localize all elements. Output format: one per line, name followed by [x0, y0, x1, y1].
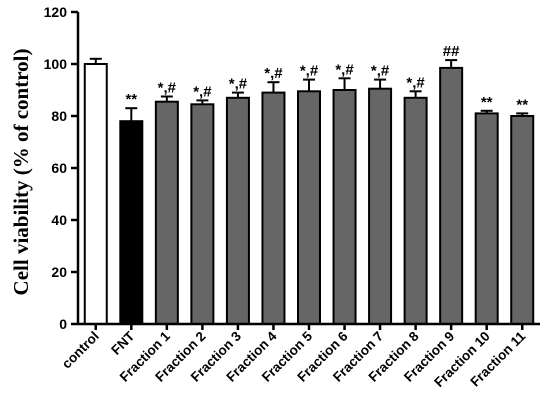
x-tick-label: FNT [108, 328, 138, 358]
y-tick-label: 60 [51, 160, 67, 176]
y-tick-label: 20 [51, 264, 67, 280]
bar [439, 66, 464, 326]
significance-label: *,# [300, 63, 319, 80]
y-tick-label: 40 [51, 212, 67, 228]
bar [261, 91, 286, 325]
y-axis: 0 20 40 60 80 100 120 [44, 4, 80, 332]
bar [83, 63, 108, 325]
significance-label: *,# [371, 63, 390, 80]
y-tick-label: 120 [44, 4, 68, 20]
bar [190, 103, 215, 325]
y-tick-label: 100 [44, 56, 68, 72]
bar [119, 120, 144, 325]
bar [225, 96, 250, 325]
y-axis-title: Cell viability (% of control) [9, 49, 33, 296]
bar [332, 89, 357, 325]
significance-label: *,# [158, 80, 177, 97]
bar [510, 115, 535, 325]
significance-label: ** [516, 96, 528, 113]
bar [297, 90, 321, 325]
bar [368, 87, 393, 325]
x-tick-label: control [59, 329, 102, 372]
significance-label: *,# [335, 61, 354, 78]
significance-label: ## [443, 43, 460, 60]
bar [403, 96, 428, 325]
significance-label: ** [125, 91, 137, 108]
significance-label: *,# [406, 74, 425, 91]
bars: ** *,# *,# *,# *,# *,# *,# *,# *,# ## ** ** [83, 43, 535, 326]
y-tick-label: 80 [51, 108, 67, 124]
significance-label: *,# [193, 83, 212, 100]
bar [154, 100, 179, 325]
significance-label: ** [481, 94, 493, 111]
bar [474, 112, 499, 326]
significance-label: *,# [264, 65, 283, 82]
significance-label: *,# [229, 76, 248, 93]
y-tick-label: 0 [59, 316, 67, 332]
